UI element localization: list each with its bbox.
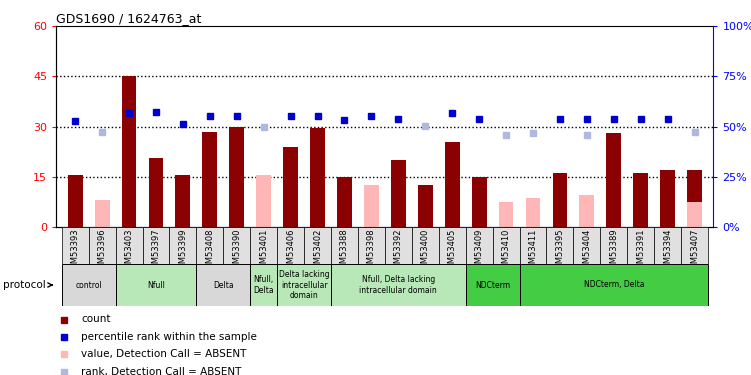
Bar <box>687 170 702 227</box>
FancyBboxPatch shape <box>331 264 466 306</box>
Text: GSM53408: GSM53408 <box>205 229 214 274</box>
Text: count: count <box>81 315 111 324</box>
Text: value, Detection Call = ABSENT: value, Detection Call = ABSENT <box>81 349 246 359</box>
Text: rank, Detection Call = ABSENT: rank, Detection Call = ABSENT <box>81 366 242 375</box>
Text: Nfull, Delta lacking
intracellular domain: Nfull, Delta lacking intracellular domai… <box>360 275 437 295</box>
FancyBboxPatch shape <box>466 264 520 306</box>
Bar <box>553 173 567 227</box>
Bar <box>68 175 83 227</box>
FancyBboxPatch shape <box>627 227 654 264</box>
Bar <box>337 177 352 227</box>
Text: NDCterm, Delta: NDCterm, Delta <box>584 280 644 290</box>
Text: GSM53409: GSM53409 <box>475 229 484 274</box>
Text: GSM53405: GSM53405 <box>448 229 457 274</box>
Text: Delta lacking
intracellular
domain: Delta lacking intracellular domain <box>279 270 330 300</box>
FancyBboxPatch shape <box>143 227 170 264</box>
Bar <box>283 147 298 227</box>
Text: GSM53406: GSM53406 <box>286 229 295 274</box>
FancyBboxPatch shape <box>116 227 143 264</box>
Bar <box>364 185 379 227</box>
Text: GSM53410: GSM53410 <box>502 229 511 274</box>
Bar <box>256 175 271 227</box>
Text: Nfull,
Delta: Nfull, Delta <box>253 275 274 295</box>
FancyBboxPatch shape <box>520 227 547 264</box>
FancyBboxPatch shape <box>62 264 116 306</box>
Text: GSM53403: GSM53403 <box>125 229 134 274</box>
Text: control: control <box>75 280 102 290</box>
FancyBboxPatch shape <box>681 227 708 264</box>
Text: GSM53399: GSM53399 <box>179 229 188 274</box>
Text: GSM53396: GSM53396 <box>98 229 107 274</box>
Text: NDCterm: NDCterm <box>475 280 510 290</box>
FancyBboxPatch shape <box>223 227 250 264</box>
Text: GSM53407: GSM53407 <box>690 229 699 274</box>
Text: Nfull: Nfull <box>147 280 165 290</box>
Text: percentile rank within the sample: percentile rank within the sample <box>81 332 257 342</box>
FancyBboxPatch shape <box>196 264 250 306</box>
Text: GDS1690 / 1624763_at: GDS1690 / 1624763_at <box>56 12 202 25</box>
FancyBboxPatch shape <box>331 227 358 264</box>
Text: GSM53394: GSM53394 <box>663 229 672 274</box>
FancyBboxPatch shape <box>116 264 196 306</box>
Text: GSM53389: GSM53389 <box>609 229 618 274</box>
FancyBboxPatch shape <box>250 264 277 306</box>
FancyBboxPatch shape <box>170 227 196 264</box>
Bar <box>687 202 702 227</box>
Text: GSM53400: GSM53400 <box>421 229 430 274</box>
FancyBboxPatch shape <box>412 227 439 264</box>
Text: GSM53390: GSM53390 <box>232 229 241 274</box>
Text: GSM53388: GSM53388 <box>340 229 349 274</box>
Text: GSM53391: GSM53391 <box>636 229 645 274</box>
Bar <box>176 175 190 227</box>
Text: GSM53393: GSM53393 <box>71 229 80 274</box>
Bar <box>633 173 648 227</box>
FancyBboxPatch shape <box>574 227 600 264</box>
Text: GSM53404: GSM53404 <box>582 229 591 274</box>
Bar <box>418 185 433 227</box>
Text: GSM53395: GSM53395 <box>556 229 565 274</box>
Text: GSM53397: GSM53397 <box>152 229 161 274</box>
Bar <box>203 132 217 227</box>
Text: Delta: Delta <box>213 280 234 290</box>
Text: GSM53402: GSM53402 <box>313 229 322 274</box>
Text: protocol: protocol <box>3 280 52 290</box>
FancyBboxPatch shape <box>520 264 708 306</box>
FancyBboxPatch shape <box>493 227 520 264</box>
Bar <box>472 177 487 227</box>
Bar <box>526 198 541 227</box>
FancyBboxPatch shape <box>654 227 681 264</box>
FancyBboxPatch shape <box>385 227 412 264</box>
FancyBboxPatch shape <box>89 227 116 264</box>
FancyBboxPatch shape <box>277 264 331 306</box>
Bar <box>606 133 621 227</box>
FancyBboxPatch shape <box>277 227 304 264</box>
FancyBboxPatch shape <box>358 227 385 264</box>
FancyBboxPatch shape <box>600 227 627 264</box>
Bar <box>229 127 244 227</box>
Bar <box>95 200 110 227</box>
Text: GSM53401: GSM53401 <box>259 229 268 274</box>
Text: GSM53392: GSM53392 <box>394 229 403 274</box>
FancyBboxPatch shape <box>547 227 574 264</box>
Bar <box>256 175 271 227</box>
Bar <box>391 160 406 227</box>
FancyBboxPatch shape <box>466 227 493 264</box>
Bar <box>580 195 594 227</box>
Bar <box>122 76 137 227</box>
Bar <box>660 170 675 227</box>
Bar <box>310 128 325 227</box>
FancyBboxPatch shape <box>439 227 466 264</box>
FancyBboxPatch shape <box>250 227 277 264</box>
Bar <box>499 202 514 227</box>
FancyBboxPatch shape <box>196 227 223 264</box>
Text: GSM53398: GSM53398 <box>367 229 376 274</box>
FancyBboxPatch shape <box>62 227 89 264</box>
Bar <box>445 142 460 227</box>
Bar <box>149 158 164 227</box>
Text: GSM53411: GSM53411 <box>529 229 538 274</box>
FancyBboxPatch shape <box>304 227 331 264</box>
